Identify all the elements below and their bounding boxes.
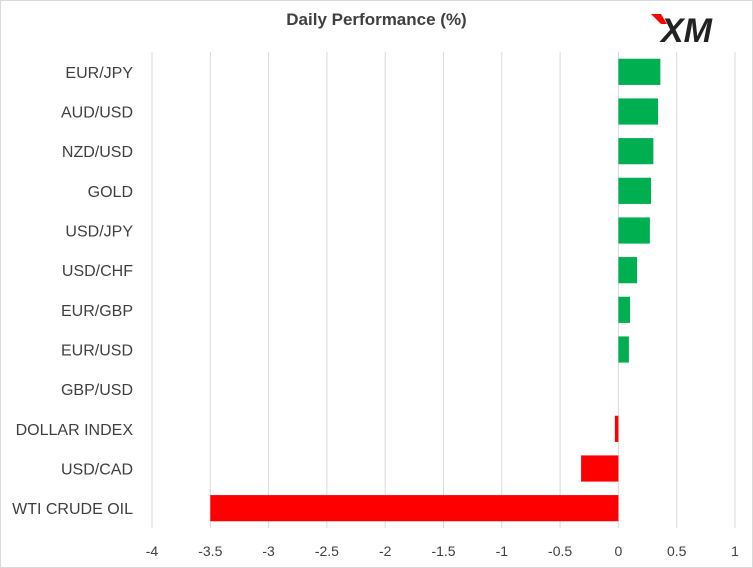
bar bbox=[618, 257, 638, 284]
xm-logo: XM bbox=[651, 12, 713, 48]
bar bbox=[618, 177, 652, 204]
x-tick-label: -3 bbox=[262, 543, 275, 559]
bar bbox=[618, 217, 650, 244]
category-label: EUR/JPY bbox=[65, 65, 133, 82]
bar bbox=[581, 455, 619, 482]
category-label: NZD/USD bbox=[62, 144, 133, 161]
category-label: DOLLAR INDEX bbox=[16, 422, 134, 439]
bar bbox=[618, 98, 659, 125]
bar bbox=[618, 58, 661, 85]
x-tick-label: -2.5 bbox=[315, 543, 339, 559]
x-tick-label: -2 bbox=[379, 543, 392, 559]
x-tick-label: 0.5 bbox=[667, 543, 687, 559]
x-tick-label: -0.5 bbox=[548, 543, 572, 559]
x-tick-label: -1 bbox=[496, 543, 509, 559]
bar bbox=[618, 138, 654, 165]
bar bbox=[210, 495, 619, 522]
x-tick-label: -1.5 bbox=[431, 543, 455, 559]
x-tick-label: -3.5 bbox=[198, 543, 222, 559]
category-label: USD/CHF bbox=[62, 263, 133, 280]
chart-title: Daily Performance (%) bbox=[286, 10, 467, 29]
x-tick-label: -4 bbox=[146, 543, 159, 559]
bar bbox=[618, 296, 631, 323]
category-label: EUR/USD bbox=[61, 343, 133, 360]
category-label: GOLD bbox=[88, 184, 133, 201]
category-label: GBP/USD bbox=[61, 382, 133, 399]
category-label: EUR/GBP bbox=[61, 303, 133, 320]
x-tick-label: 1 bbox=[731, 543, 739, 559]
bar bbox=[618, 336, 629, 363]
category-label: AUD/USD bbox=[61, 105, 133, 122]
bar bbox=[614, 415, 619, 442]
x-tick-label: 0 bbox=[615, 543, 623, 559]
category-label: WTI CRUDE OIL bbox=[12, 501, 133, 518]
svg-text:XM: XM bbox=[659, 12, 713, 48]
category-label: USD/JPY bbox=[65, 224, 133, 241]
category-label: USD/CAD bbox=[61, 462, 133, 479]
